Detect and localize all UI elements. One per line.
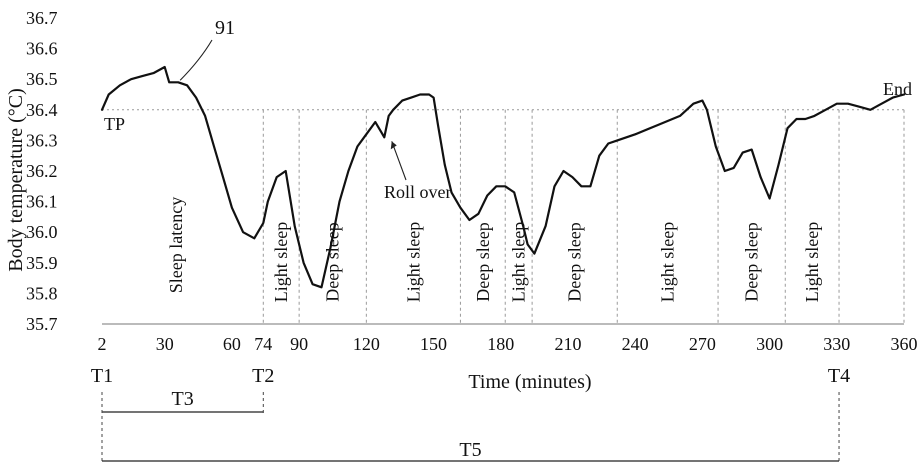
x-tick-label: 270	[689, 334, 716, 354]
x-tick-label: 30	[156, 334, 174, 354]
stage-labels: Sleep latency Light sleep Deep sleep Light …	[166, 197, 822, 302]
y-tick-label: 36.7	[26, 8, 58, 28]
x-tick-label: 90	[290, 334, 308, 354]
end-label: End	[883, 79, 912, 99]
time-marker-label: T2	[252, 365, 274, 387]
roll-over-label: Roll over	[384, 182, 452, 202]
roll-over-arrow	[391, 141, 407, 181]
y-tick-label: 36.0	[26, 222, 58, 242]
time-marker-label: T1	[91, 365, 113, 387]
time-marker-label: T4	[828, 365, 850, 387]
x-tick-labels: 2 30 60 74 90 120 150 180 210 240 270 300 330 360	[98, 334, 918, 354]
stage-label: Deep sleep	[473, 222, 493, 301]
y-tick-label: 35.8	[26, 283, 58, 303]
x-tick-label: 74	[254, 334, 272, 354]
span-label: T5	[459, 439, 481, 461]
x-tick-label: 240	[622, 334, 649, 354]
y-tick-label: 35.9	[26, 253, 58, 273]
stage-label: Deep sleep	[742, 222, 762, 301]
y-axis-title: Body temperature (°C)	[5, 88, 27, 272]
temperature-line	[100, 65, 906, 289]
y-tick-label: 35.7	[26, 314, 58, 334]
stage-label: Light sleep	[509, 222, 529, 302]
x-tick-label: 150	[420, 334, 447, 354]
time-spans: T3 T5	[101, 388, 840, 462]
y-tick-labels: 35.7 35.8 35.9 36.0 36.1 36.2 36.3 36.4 36.5 36.6…	[26, 8, 58, 334]
x-tick-label: 210	[554, 334, 581, 354]
x-tick-label: 180	[487, 334, 514, 354]
y-tick-label: 36.4	[26, 100, 58, 120]
x-tick-label: 2	[98, 334, 107, 354]
peak-ref-leader	[179, 39, 213, 81]
x-axis-title: Time (minutes)	[468, 371, 591, 393]
span-label: T3	[172, 388, 194, 410]
stage-label: Deep sleep	[323, 222, 343, 301]
y-tick-label: 36.5	[26, 69, 58, 89]
stage-label: Light sleep	[658, 222, 678, 302]
time-markers: T1 T2 T4	[91, 365, 850, 387]
x-tick-label: 330	[823, 334, 850, 354]
stage-label: Light sleep	[403, 222, 423, 302]
y-tick-label: 36.1	[26, 192, 58, 212]
x-tick-label: 300	[756, 334, 783, 354]
annotations: 91 TP End Roll over	[104, 17, 912, 202]
stage-label: Deep sleep	[565, 222, 585, 301]
tp-label: TP	[104, 114, 125, 134]
y-tick-label: 36.2	[26, 161, 58, 181]
peak-ref-label: 91	[215, 17, 235, 39]
roll-over-arrowhead	[390, 141, 397, 150]
x-tick-label: 120	[353, 334, 380, 354]
stage-label: Sleep latency	[166, 197, 186, 293]
x-tick-label: 60	[223, 334, 241, 354]
stage-label: Light sleep	[802, 222, 822, 302]
stage-label: Light sleep	[271, 222, 291, 302]
y-tick-label: 36.6	[26, 39, 58, 59]
x-tick-label: 360	[891, 334, 918, 354]
y-tick-label: 36.3	[26, 130, 58, 150]
